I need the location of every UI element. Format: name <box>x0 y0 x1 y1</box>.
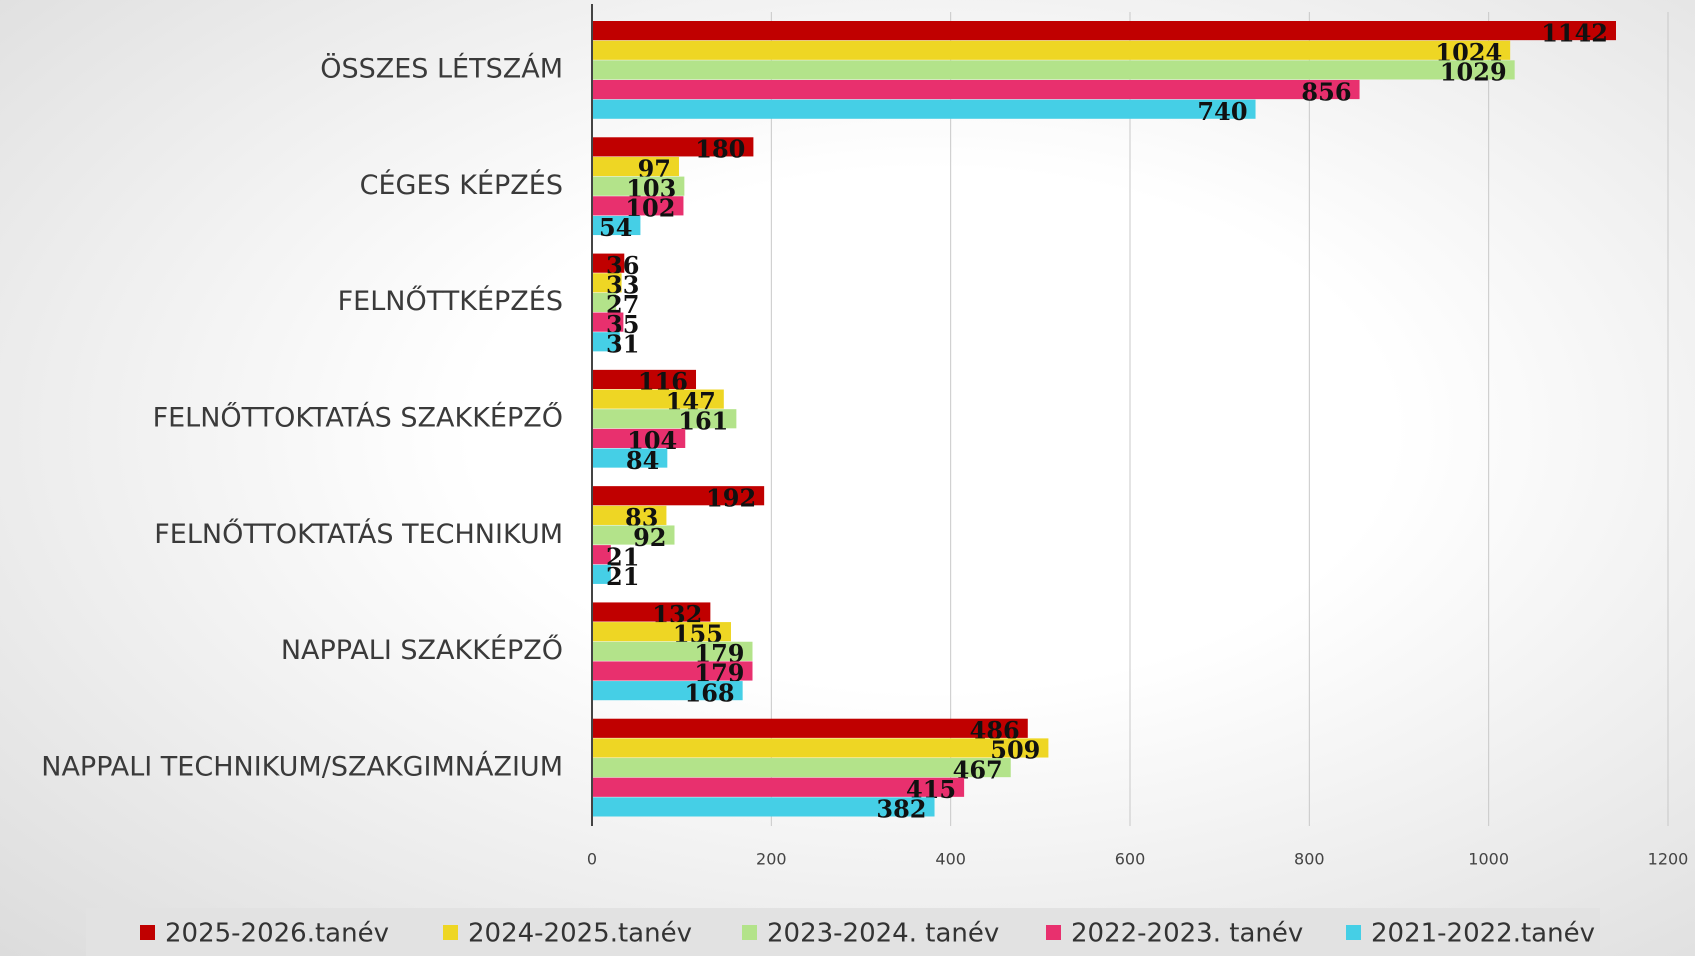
bar <box>592 505 667 525</box>
data-label: 740 <box>1197 97 1247 126</box>
x-tick-label: 400 <box>935 850 966 869</box>
bar <box>592 273 622 293</box>
bar <box>592 215 641 236</box>
bar <box>592 622 731 642</box>
legend-label: 2025-2026.tanév <box>165 919 389 949</box>
bar <box>592 777 965 797</box>
bar <box>592 545 611 565</box>
legend-label: 2022-2023. tanév <box>1071 919 1303 949</box>
legend-swatch <box>1346 925 1361 940</box>
data-label: 192 <box>706 483 756 512</box>
data-label: 31 <box>606 330 639 359</box>
data-label: 168 <box>685 678 735 707</box>
category-label: FELNŐTTKÉPZÉS <box>338 285 563 317</box>
bar <box>592 389 724 409</box>
data-label: 161 <box>678 407 728 436</box>
bar <box>592 428 686 448</box>
category-label: FELNŐTTOKTATÁS SZAKKÉPZŐ <box>153 402 563 434</box>
x-tick-label: 600 <box>1115 850 1146 869</box>
bar <box>592 21 1616 41</box>
legend-label: 2021-2022.tanév <box>1371 919 1595 949</box>
bar <box>592 156 679 177</box>
x-tick-label: 200 <box>756 850 787 869</box>
bar <box>592 369 697 390</box>
bar <box>592 718 1028 738</box>
category-label: CÉGES KÉPZÉS <box>360 169 563 201</box>
legend-swatch <box>1046 925 1061 940</box>
bar <box>592 292 617 313</box>
bar <box>592 486 765 506</box>
bar <box>592 253 625 273</box>
category-label: NAPPALI SZAKKÉPZŐ <box>281 634 563 666</box>
data-label: 1029 <box>1440 58 1507 87</box>
bar <box>592 99 1256 119</box>
data-label: 180 <box>695 135 745 164</box>
category-label: ÖSSZES LÉTSZÁM <box>320 53 563 85</box>
bar <box>592 40 1511 60</box>
data-label: 856 <box>1301 77 1351 106</box>
x-tick-label: 0 <box>587 850 597 869</box>
bar <box>592 797 935 817</box>
bar <box>592 79 1360 100</box>
data-label: 21 <box>606 562 639 591</box>
bar <box>592 738 1049 758</box>
legend-swatch <box>140 925 155 940</box>
bar <box>592 137 754 157</box>
bar <box>592 60 1515 80</box>
bar <box>592 681 743 701</box>
bar <box>592 641 753 661</box>
bar <box>592 564 611 584</box>
legend-swatch <box>742 925 757 940</box>
category-label: NAPPALI TECHNIKUM/SZAKGIMNÁZIUM <box>41 750 563 782</box>
x-tick-label: 1200 <box>1648 850 1689 869</box>
legend-label: 2023-2024. tanév <box>767 919 999 949</box>
bar <box>592 312 624 332</box>
x-tick-label: 1000 <box>1468 850 1509 869</box>
x-tick-label: 800 <box>1294 850 1325 869</box>
bar <box>592 602 711 622</box>
legend-swatch <box>443 925 458 940</box>
category-label: FELNŐTTOKTATÁS TECHNIKUM <box>154 518 563 550</box>
bar <box>592 525 675 545</box>
bar <box>592 758 1011 778</box>
bar <box>592 176 685 196</box>
data-label: 382 <box>876 795 926 824</box>
data-label: 84 <box>626 446 659 475</box>
data-label: 21 <box>606 542 639 571</box>
bar <box>592 332 620 352</box>
bar <box>592 661 753 681</box>
data-label: 1142 <box>1541 18 1608 47</box>
bar <box>592 196 684 216</box>
legend-label: 2024-2025.tanév <box>468 919 692 949</box>
data-label: 54 <box>599 213 632 242</box>
data-label: 92 <box>633 523 666 552</box>
bar <box>592 448 668 468</box>
bar <box>592 409 737 429</box>
